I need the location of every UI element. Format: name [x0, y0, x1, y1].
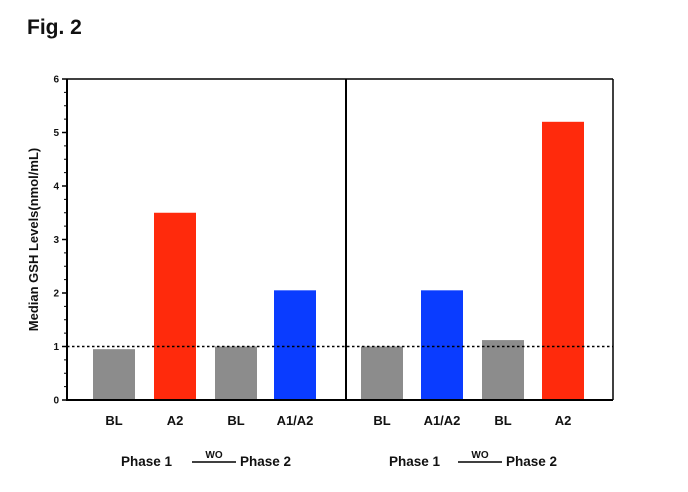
- x-category-label: A1/A2: [277, 413, 314, 428]
- x-category-label: BL: [105, 413, 122, 428]
- figure-label: Fig. 2: [27, 16, 82, 39]
- phase-2-label: Phase 2: [240, 454, 291, 469]
- y-tick-label: 1: [53, 342, 59, 353]
- washout-label: WO: [471, 450, 488, 461]
- x-category-label: BL: [494, 413, 511, 428]
- y-tick-label: 6: [53, 75, 59, 86]
- bar-2-3: [482, 340, 524, 400]
- bar-2-2: [421, 290, 463, 400]
- y-tick-label: 5: [53, 128, 59, 139]
- x-category-label: A2: [555, 413, 572, 428]
- bar-1-3: [215, 346, 257, 400]
- y-tick-label: 2: [53, 289, 59, 300]
- y-tick-label: 0: [53, 396, 59, 407]
- x-category-label: BL: [373, 413, 390, 428]
- bar-1-4: [274, 290, 316, 400]
- bar-2-4: [542, 121, 584, 401]
- x-category-label: BL: [227, 413, 244, 428]
- phase-2-label: Phase 2: [506, 454, 557, 469]
- bar-1-2: [154, 212, 196, 400]
- phase-1-label: Phase 1: [389, 454, 441, 469]
- x-category-label: A1/A2: [424, 413, 461, 428]
- bar-1-1: [93, 349, 135, 400]
- y-tick-label: 4: [53, 182, 59, 193]
- washout-label: WO: [205, 450, 222, 461]
- bar-2-1: [361, 346, 403, 400]
- phase-1-label: Phase 1: [121, 454, 173, 469]
- y-tick-label: 3: [53, 235, 59, 246]
- y-axis-label: Median GSH Levels(nmol/mL): [26, 148, 41, 331]
- x-category-label: A2: [167, 413, 184, 428]
